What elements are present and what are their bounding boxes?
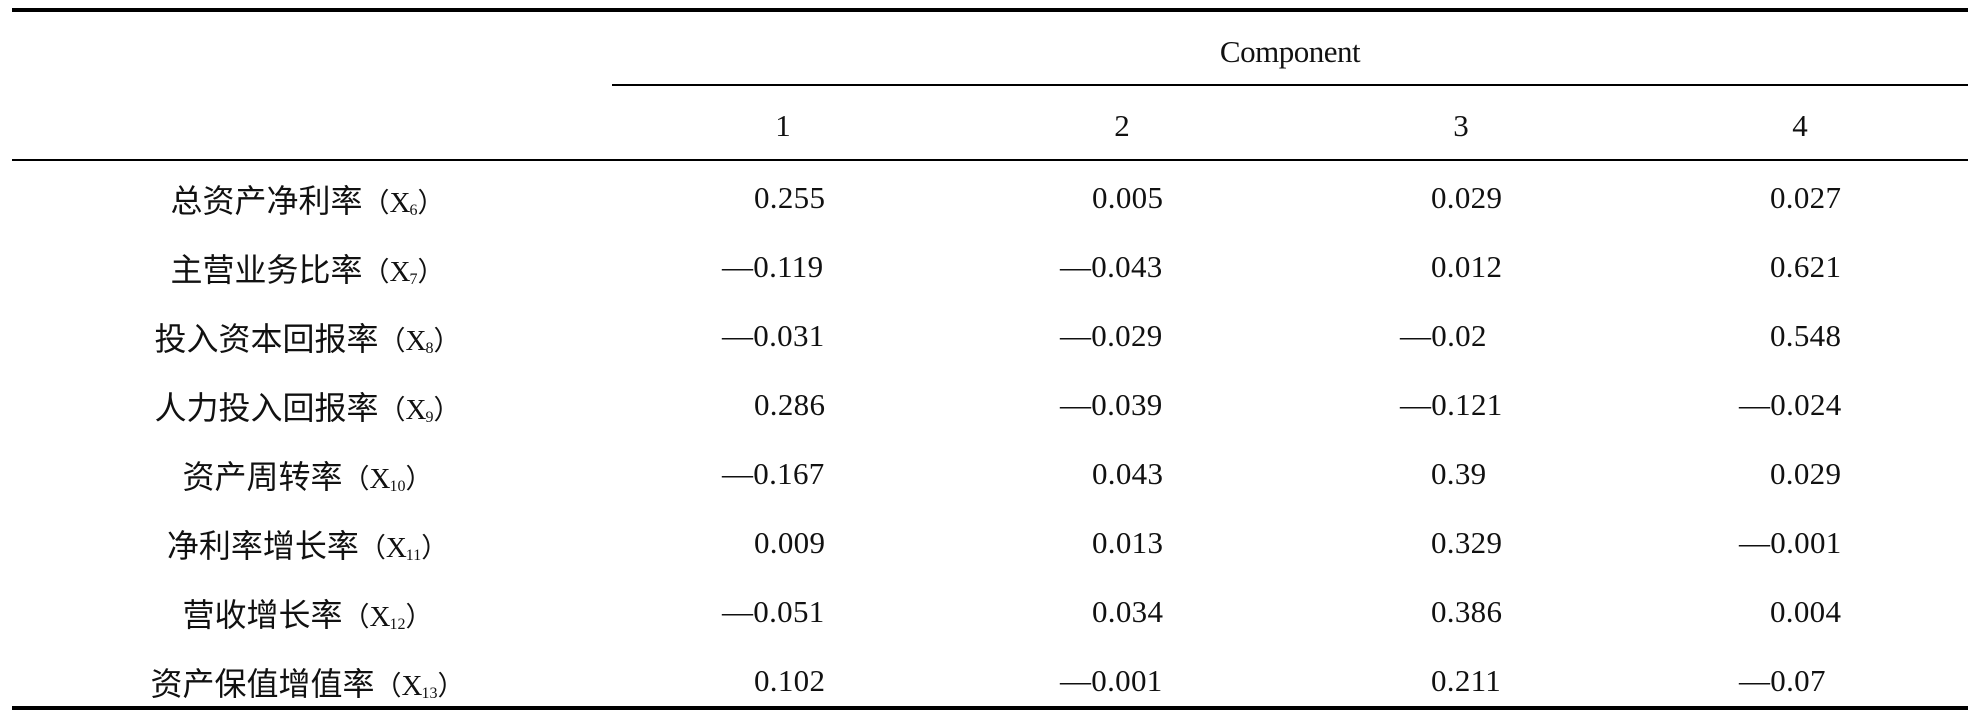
column-header-3: 3: [1453, 108, 1469, 143]
table-row: 主营业务比率（X7） —0.119 —0.043 0.012 0.621: [0, 235, 1972, 304]
table-cell: —0.121: [1400, 387, 1503, 422]
table-cell: 0.012: [1431, 249, 1503, 284]
table-cell: 0.255: [754, 180, 826, 215]
table-cell: —0.001: [1739, 525, 1842, 560]
table-cell: 0.102: [754, 663, 826, 698]
table-cell: 0.548: [1770, 318, 1842, 353]
left-paren: （: [342, 602, 370, 633]
table-cell: 0.043: [1092, 456, 1164, 491]
column-header-2: 2: [1114, 108, 1130, 143]
table-cell: 0.621: [1770, 249, 1842, 284]
left-paren: （: [378, 395, 406, 426]
table-cell: 0.009: [754, 525, 826, 560]
variable-subscript: 7: [409, 271, 418, 288]
table-header-rule: [12, 159, 1968, 161]
variable-subscript: 8: [425, 340, 434, 357]
table-cell: —0.119: [722, 249, 824, 284]
variable-subscript: 13: [421, 685, 438, 702]
row-label-text: 资产周转率: [182, 458, 343, 496]
variable-symbol: X: [405, 325, 427, 357]
component-header: Component: [1219, 34, 1361, 69]
row-label: 人力投入回报率（X9）: [100, 383, 515, 429]
row-label: 营收增长率（X12）: [100, 590, 515, 636]
right-paren: ）: [405, 464, 433, 495]
row-label: 总资产净利率（X6）: [100, 176, 515, 222]
table-cell: 0.004: [1770, 594, 1842, 629]
row-label-text: 主营业务比率: [170, 251, 363, 289]
table-cell: —0.039: [1060, 387, 1163, 422]
table-row: 投入资本回报率（X8） —0.031 —0.029 —0.02 0.548: [0, 304, 1972, 373]
right-paren: ）: [421, 533, 449, 564]
row-label: 净利率增长率（X11）: [100, 521, 515, 567]
variable-symbol: X: [389, 256, 411, 288]
table-cell: 0.329: [1431, 525, 1503, 560]
row-label: 资产保值增值率（X13）: [100, 659, 515, 705]
table-row: 人力投入回报率（X9） 0.286 —0.039 —0.121 —0.024: [0, 373, 1972, 442]
table-cell: —0.167: [722, 456, 825, 491]
table-cell: —0.043: [1060, 249, 1163, 284]
table-cell: 0.39: [1431, 456, 1487, 491]
variable-symbol: X: [405, 394, 427, 426]
left-paren: （: [374, 671, 402, 702]
row-label-text: 营收增长率: [182, 596, 343, 634]
table-cell: 0.029: [1431, 180, 1503, 215]
row-label-text: 投入资本回报率: [154, 320, 379, 358]
variable-subscript: 6: [409, 202, 418, 219]
right-paren: ）: [417, 257, 445, 288]
right-paren: ）: [405, 602, 433, 633]
variable-symbol: X: [369, 463, 391, 495]
table-cell: —0.051: [722, 594, 825, 629]
table-cell: 0.211: [1431, 663, 1502, 698]
column-header-1: 1: [775, 108, 791, 143]
variable-symbol: X: [389, 187, 411, 219]
table-row: 营收增长率（X12） —0.051 0.034 0.386 0.004: [0, 580, 1972, 649]
left-paren: （: [358, 533, 386, 564]
row-label-text: 总资产净利率: [170, 182, 363, 220]
table-row: 总资产净利率（X6） 0.255 0.005 0.029 0.027: [0, 166, 1972, 235]
variable-subscript: 10: [389, 478, 406, 495]
variable-subscript: 9: [425, 409, 434, 426]
table-cell: 0.029: [1770, 456, 1842, 491]
variable-symbol: X: [385, 532, 407, 564]
table-cell: 0.386: [1431, 594, 1503, 629]
table-cell: —0.07: [1739, 663, 1826, 698]
table-top-rule: [12, 8, 1968, 12]
left-paren: （: [342, 464, 370, 495]
table-cell: —0.001: [1060, 663, 1163, 698]
component-underline: [612, 84, 1968, 86]
table-bottom-rule: [12, 706, 1968, 710]
table-cell: 0.005: [1092, 180, 1164, 215]
right-paren: ）: [417, 188, 445, 219]
right-paren: ）: [433, 326, 461, 357]
table-cell: 0.286: [754, 387, 826, 422]
left-paren: （: [362, 257, 390, 288]
right-paren: ）: [437, 671, 465, 702]
variable-subscript: 12: [389, 616, 406, 633]
table-row: 净利率增长率（X11） 0.009 0.013 0.329 —0.001: [0, 511, 1972, 580]
table-cell: —0.024: [1739, 387, 1842, 422]
table-cell: 0.013: [1092, 525, 1164, 560]
table-cell: —0.031: [722, 318, 825, 353]
variable-symbol: X: [401, 670, 423, 702]
row-label: 主营业务比率（X7）: [100, 245, 515, 291]
table-cell: —0.029: [1060, 318, 1163, 353]
variable-symbol: X: [369, 601, 391, 633]
row-label: 投入资本回报率（X8）: [100, 314, 515, 360]
row-label-text: 人力投入回报率: [154, 389, 379, 427]
table-cell: 0.034: [1092, 594, 1164, 629]
table-cell: —0.02: [1400, 318, 1487, 353]
column-header-4: 4: [1792, 108, 1808, 143]
table-row: 资产周转率（X10） —0.167 0.043 0.39 0.029: [0, 442, 1972, 511]
row-label-text: 资产保值增值率: [150, 665, 375, 703]
table-cell: 0.027: [1770, 180, 1842, 215]
table-row: 资产保值增值率（X13） 0.102 —0.001 0.211 —0.07: [0, 649, 1972, 718]
row-label: 资产周转率（X10）: [100, 452, 515, 498]
left-paren: （: [378, 326, 406, 357]
row-label-text: 净利率增长率: [166, 527, 359, 565]
right-paren: ）: [433, 395, 461, 426]
variable-subscript: 11: [405, 547, 422, 564]
left-paren: （: [362, 188, 390, 219]
